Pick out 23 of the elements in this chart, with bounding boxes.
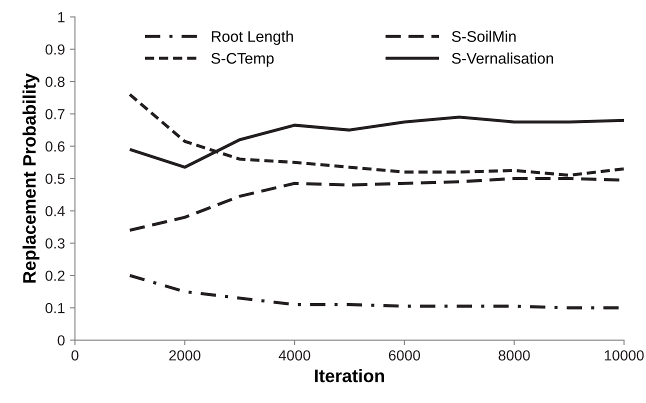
x-tick-label: 10000 <box>604 350 644 361</box>
legend-label: S-Vernalisation <box>452 52 554 64</box>
y-tick-label: 0.5 <box>46 174 65 184</box>
x-tick-label: 2000 <box>169 350 200 361</box>
y-tick-label: 0.2 <box>46 270 64 281</box>
legend-label: Root Length <box>212 30 293 45</box>
x-tick-label: 4000 <box>278 350 310 361</box>
x-tick-label: 6000 <box>388 350 420 361</box>
legend-label: S-SoilMin <box>452 30 516 42</box>
y-tick-label: 0.9 <box>46 44 65 55</box>
y-tick-label: 0.3 <box>46 238 65 249</box>
y-tick-label: 0.4 <box>46 206 65 216</box>
y-tick-label: 0 <box>58 335 65 346</box>
y-axis-title: Replacement Probability <box>22 73 40 283</box>
y-tick-label: 1 <box>58 12 65 22</box>
x-tick-label: 0 <box>71 350 78 361</box>
x-axis-title: Iteration <box>315 369 384 382</box>
y-tick-label: 0.7 <box>46 108 64 120</box>
y-tick-label: 0.1 <box>46 302 65 314</box>
legend-label: S-CTemp <box>211 52 274 67</box>
y-tick-label: 0.6 <box>46 141 65 152</box>
x-tick-label: 8000 <box>498 350 530 361</box>
y-tick-label: 0.8 <box>46 76 65 87</box>
